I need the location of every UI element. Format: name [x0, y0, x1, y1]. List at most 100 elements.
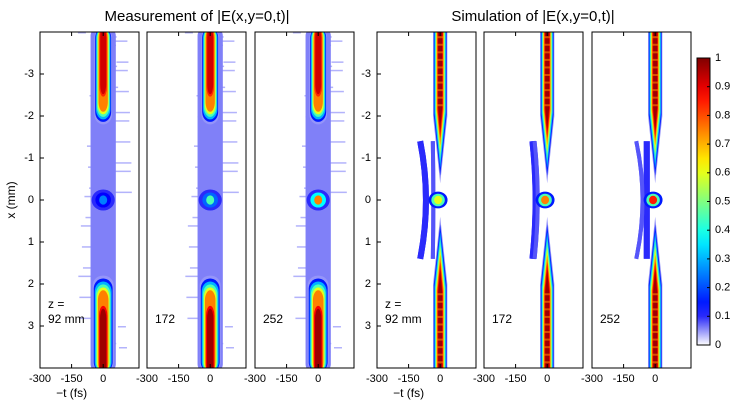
colorbar-tick-label: 0.1 — [715, 310, 730, 322]
beam — [207, 32, 214, 95]
fringe — [652, 43, 659, 46]
fringe — [544, 346, 551, 349]
fringe — [437, 58, 444, 61]
fringe — [437, 293, 444, 296]
noise — [185, 275, 210, 278]
noise — [325, 141, 346, 143]
x-tick-label: -150 — [613, 373, 635, 385]
fringe — [544, 81, 551, 84]
beam — [100, 308, 107, 368]
colorbar-tick-label: 1 — [715, 52, 721, 64]
fringe — [437, 338, 444, 341]
annotation: 252 — [600, 312, 620, 326]
y-tick-label: 2 — [28, 278, 34, 290]
fringe — [544, 104, 551, 107]
annotation: 252 — [263, 312, 283, 326]
noise — [324, 120, 345, 122]
fringe — [437, 43, 444, 46]
fringe — [437, 74, 444, 76]
x-tick-label: 0 — [315, 373, 321, 385]
annotation: 172 — [155, 312, 175, 326]
noise — [222, 40, 235, 42]
annotation: 92 mm — [48, 312, 85, 326]
panel-frame — [483, 31, 584, 369]
fringe — [652, 89, 659, 92]
fringe — [437, 96, 444, 99]
x-axis-label: −t (fs) — [393, 386, 424, 400]
noise — [77, 32, 86, 34]
noise — [111, 69, 128, 72]
fringe — [544, 74, 551, 76]
y-tick-label: 3 — [365, 320, 371, 332]
noise — [292, 32, 301, 34]
noise — [223, 61, 236, 63]
fringe — [437, 81, 444, 84]
fringe — [544, 293, 551, 296]
fringe — [652, 338, 659, 341]
noise — [326, 69, 343, 72]
fringe — [437, 89, 444, 92]
fringe — [652, 331, 659, 334]
noise — [225, 347, 234, 349]
y-tick-label: -2 — [24, 110, 34, 122]
fringe — [544, 96, 551, 99]
x-tick-label: 0 — [207, 373, 213, 385]
noise — [332, 326, 341, 328]
fringe — [652, 353, 659, 356]
colorbar-tick-label: 0.2 — [715, 282, 730, 294]
fringe — [437, 104, 444, 107]
fringe — [544, 66, 551, 69]
noise — [220, 111, 237, 114]
noise — [219, 90, 236, 93]
noise — [217, 141, 238, 143]
y-tick-label: -1 — [24, 152, 34, 164]
fringe — [652, 346, 659, 349]
fringe — [437, 353, 444, 356]
colorbar-tick-label: 0.7 — [715, 138, 730, 150]
fringe — [544, 36, 551, 39]
y-tick-label: 2 — [365, 278, 371, 290]
annotation: z = — [48, 297, 64, 311]
fringe — [652, 361, 659, 364]
fringe — [652, 293, 659, 296]
annotation: 172 — [492, 312, 512, 326]
x-tick-label: -300 — [581, 373, 603, 385]
fringe — [652, 74, 659, 76]
fringe — [544, 323, 551, 326]
y-tick-label: -2 — [361, 110, 371, 122]
panel-frame — [254, 31, 355, 369]
beam — [207, 308, 214, 368]
fringe — [544, 338, 551, 341]
noise — [216, 120, 237, 122]
fringe — [437, 361, 444, 364]
noise — [78, 275, 103, 278]
fringe — [544, 315, 551, 318]
x-wing — [634, 140, 645, 260]
panel-frame — [591, 31, 692, 369]
x-wing — [529, 140, 539, 260]
fringe — [652, 81, 659, 84]
noise — [110, 141, 131, 143]
fringe — [544, 300, 551, 303]
noise — [117, 326, 126, 328]
focus — [434, 195, 443, 205]
focus — [541, 195, 550, 205]
fringe — [652, 58, 659, 61]
heatmap — [634, 32, 663, 368]
beam — [315, 308, 322, 368]
x-tick-label: -300 — [29, 373, 51, 385]
colorbar-tick-label: 0 — [715, 339, 721, 351]
x-tick-label: 0 — [437, 373, 443, 385]
y-tick-label: 3 — [28, 320, 34, 332]
x-wing — [417, 140, 429, 260]
heatmap — [417, 32, 448, 368]
noise — [111, 162, 132, 164]
noise — [214, 191, 239, 194]
beam — [100, 32, 107, 95]
colorbar-tick-label: 0.6 — [715, 167, 730, 179]
x-tick-label: 0 — [100, 373, 106, 385]
noise — [106, 170, 131, 173]
x-tick-label: -300 — [473, 373, 495, 385]
noise — [109, 120, 130, 122]
